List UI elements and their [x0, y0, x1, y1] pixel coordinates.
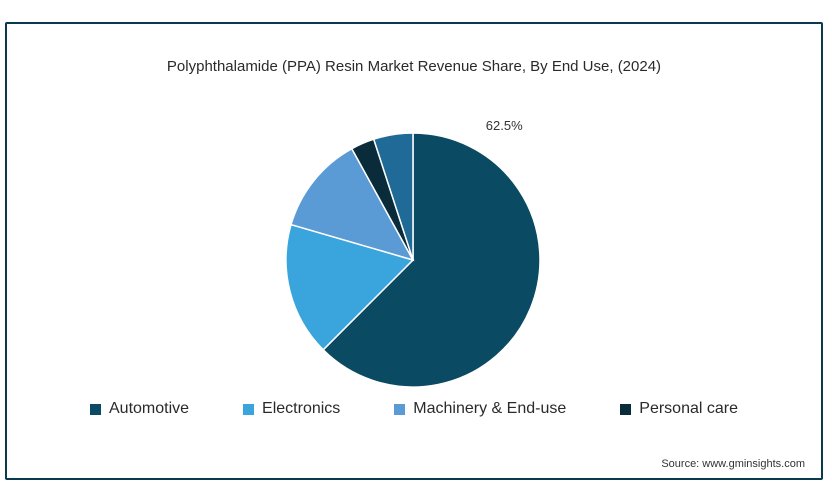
pie-chart: 62.5%: [285, 118, 541, 388]
legend-swatch-personal-care: [620, 403, 632, 415]
legend-item-electronics: Electronics: [243, 400, 340, 418]
legend-label-personal-care: Personal care: [639, 400, 738, 417]
legend-swatch-machinery: [394, 403, 406, 415]
pie-slice-others: [372, 132, 414, 261]
legend-swatch-automotive: [90, 403, 101, 415]
legend: Automotive Electronics Machinery & End-u…: [7, 400, 821, 418]
legend-label-electronics: Electronics: [262, 400, 341, 417]
pie-slices: [285, 132, 541, 388]
chart-title: Polyphthalamide (PPA) Resin Market Reven…: [166, 58, 662, 75]
pie-slice-machinery-end-use: [290, 147, 415, 262]
legend-label-machinery: Machinery & End-use: [413, 400, 567, 417]
pie-slice-automotive: [322, 132, 541, 388]
legend-item-machinery: Machinery & End-use: [394, 400, 566, 418]
legend-swatch-electronics: [243, 403, 255, 415]
pie-slice-electronics: [285, 223, 415, 351]
legend-item-personal-care: Personal care: [620, 400, 738, 418]
pie-data-labels: 62.5%: [486, 118, 523, 133]
chart-frame: Polyphthalamide (PPA) Resin Market Reven…: [5, 22, 823, 480]
legend-item-automotive: Automotive: [90, 400, 189, 418]
data-label-automotive: 62.5%: [486, 118, 523, 133]
legend-label-automotive: Automotive: [109, 400, 190, 417]
source-note: Source: www.gminsights.com: [661, 458, 805, 470]
